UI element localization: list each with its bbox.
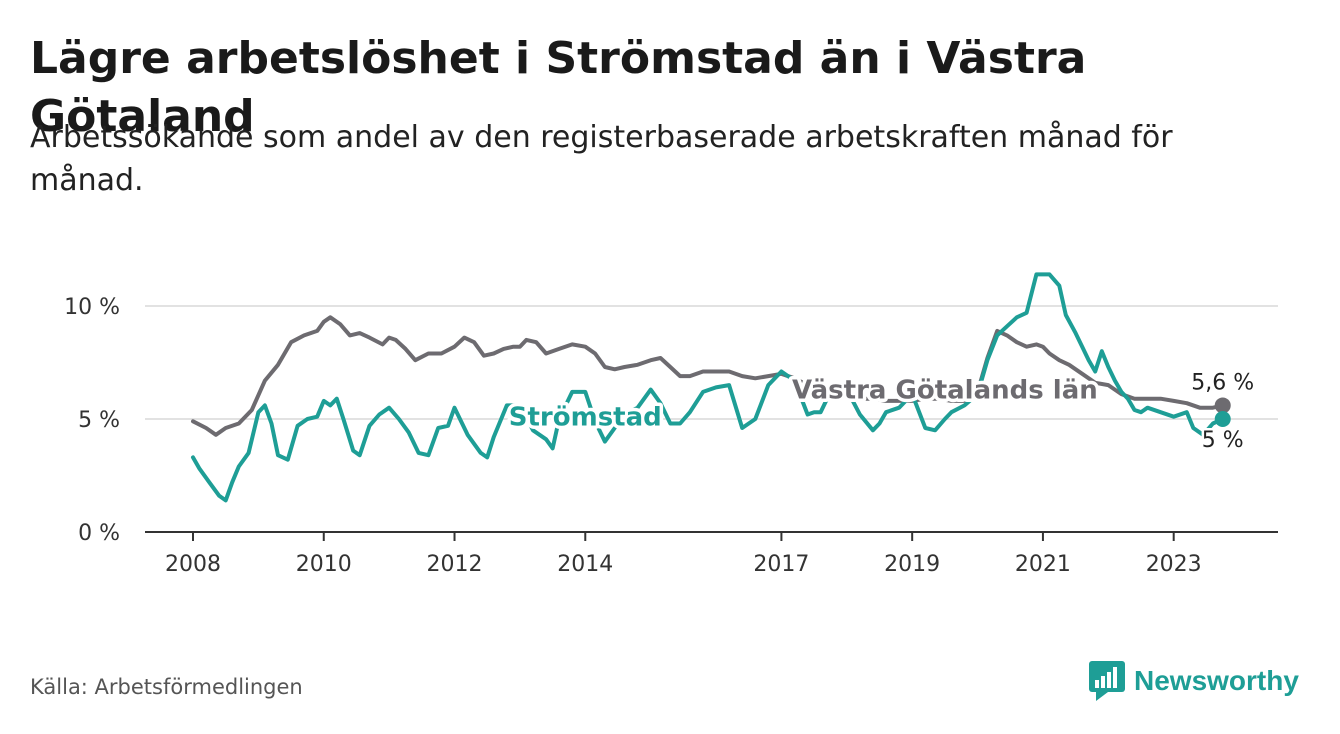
- x-tick-label: 2012: [427, 552, 483, 577]
- end-value-label: 5 %: [1202, 428, 1244, 453]
- y-tick-label: 10 %: [64, 295, 120, 320]
- series-label: Västra Götalands län: [792, 376, 1098, 406]
- x-tick-label: 2010: [296, 552, 352, 577]
- y-tick-label: 5 %: [78, 408, 120, 433]
- y-tick-label: 0 %: [78, 521, 120, 546]
- end-value-label: 5,6 %: [1191, 370, 1254, 395]
- end-point-marker: [1214, 397, 1231, 414]
- x-tick-label: 2021: [1015, 552, 1071, 577]
- bar-chart-speech-icon: [1089, 661, 1125, 701]
- x-tick-label: 2014: [557, 552, 613, 577]
- series-line: [191, 272, 1225, 503]
- series-label: Strömstad: [509, 403, 662, 433]
- series-line: [191, 315, 1225, 437]
- chart-subtitle: Arbetssökande som andel av den registerb…: [30, 120, 1173, 198]
- x-tick-label: 2017: [753, 552, 809, 577]
- end-point-marker: [1214, 411, 1231, 427]
- brand-logo: Newsworthy: [1088, 660, 1299, 702]
- x-axis: 0 % 5 % 10 % 2008 2010 2012 2014 2017 2019 2021 20…: [64, 295, 1278, 577]
- grid-lines: [145, 305, 1278, 420]
- x-tick-label: 2019: [884, 552, 940, 577]
- brand-name: Newsworthy: [1134, 665, 1299, 696]
- x-tick-label: 2023: [1146, 552, 1202, 577]
- series-lines: [191, 272, 1231, 503]
- source-note: Källa: Arbetsförmedlingen: [30, 675, 303, 699]
- chart-labels: 5,6 % 5 % Strömstad Västra Götalands län: [505, 368, 1256, 456]
- x-tick-label: 2008: [165, 552, 221, 577]
- chart-title: Lägre arbetslöshet i Strömstad än i Väst…: [30, 33, 1087, 142]
